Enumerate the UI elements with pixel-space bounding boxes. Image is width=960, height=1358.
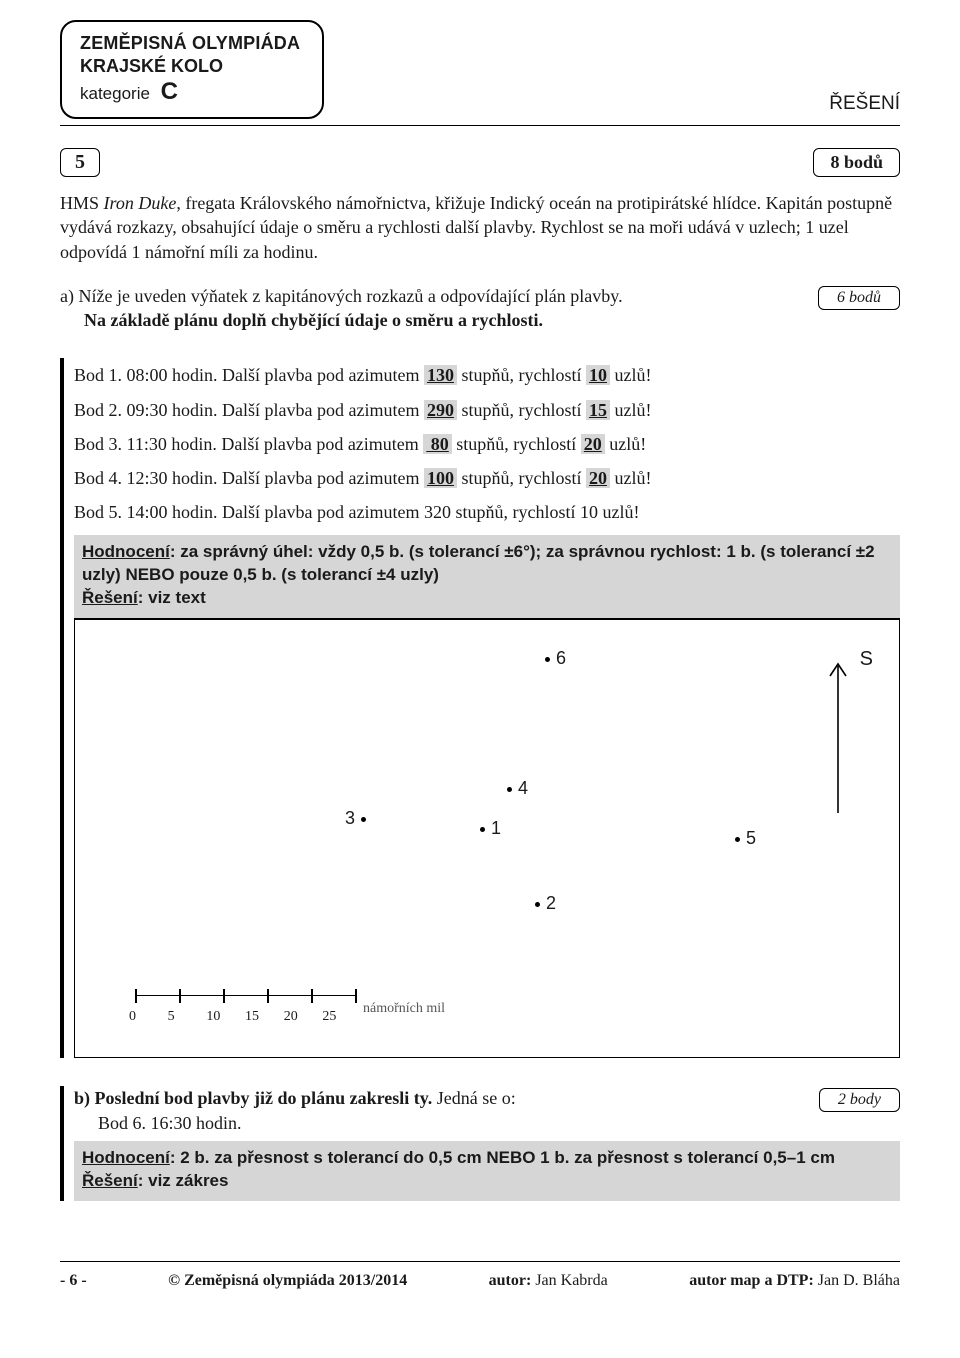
grading-text: : za správný úhel: vždy 0,5 b. (s tolera… <box>82 542 875 584</box>
part-b-block: b) Poslední bod plavby již do plánu zakr… <box>60 1086 900 1200</box>
answer-azimuth: 130 <box>424 365 457 385</box>
part-a-line2: Na základě plánu doplň chybějící údaje o… <box>60 310 543 330</box>
part-b-text: b) Poslední bod plavby již do plánu zakr… <box>74 1086 516 1135</box>
category-label: kategorie <box>80 84 150 103</box>
grading-label: Hodnocení <box>82 542 170 561</box>
grading-b-label: Hodnocení <box>82 1148 170 1167</box>
grading-a: Hodnocení: za správný úhel: vždy 0,5 b. … <box>74 535 900 618</box>
header-line1: ZEMĚPISNÁ OLYMPIÁDA <box>80 32 300 55</box>
point-dot-icon <box>735 837 740 842</box>
solution-b-label: Řešení <box>82 1171 138 1190</box>
footer-copyright: © Zeměpisná olympiáda 2013/2014 <box>168 1272 407 1290</box>
intro-rest: , fregata Královského námořnictva, křižu… <box>60 193 892 262</box>
answer-row: Bod 1. 08:00 hodin. Další plavba pod azi… <box>74 358 900 392</box>
north-label: S <box>860 648 873 671</box>
navigation-chart: 6 4 3 1 5 2 S 0 <box>74 618 900 1058</box>
grading-b: Hodnocení: 2 b. za přesnost s tolerancí … <box>74 1141 900 1201</box>
page-number: - 6 - <box>60 1272 87 1290</box>
category-letter: C <box>161 78 179 105</box>
page: ZEMĚPISNÁ OLYMPIÁDA KRAJSKÉ KOLO kategor… <box>0 0 960 1320</box>
answer-row: Bod 4. 12:30 hodin. Další plavba pod azi… <box>74 461 900 495</box>
scale-unit: námořních mil <box>363 1001 445 1017</box>
part-a-points: 6 bodů <box>818 286 900 310</box>
solution-label: Řešení <box>82 588 138 607</box>
footer-maps: autor map a DTP: Jan D. Bláha <box>689 1272 900 1290</box>
chart-point-5: 5 <box>735 828 756 849</box>
answers-block: Bod 1. 08:00 hodin. Další plavba pod azi… <box>60 358 900 1058</box>
point-dot-icon <box>361 817 366 822</box>
grading-b-text: : 2 b. za přesnost s tolerancí do 0,5 cm… <box>170 1148 835 1167</box>
point-dot-icon <box>535 902 540 907</box>
answer-azimuth: 290 <box>424 400 457 420</box>
answers-list: Bod 1. 08:00 hodin. Další plavba pod azi… <box>74 358 900 529</box>
answer-row: Bod 3. 11:30 hodin. Další plavba pod azi… <box>74 427 900 461</box>
chart-point-1: 1 <box>480 818 501 839</box>
total-points: 8 bodů <box>813 148 900 177</box>
scale-labels: 0 5 10 15 20 25 <box>129 1009 361 1025</box>
page-header: ZEMĚPISNÁ OLYMPIÁDA KRAJSKÉ KOLO kategor… <box>60 20 900 126</box>
solution-b-text: : viz zákres <box>138 1171 229 1190</box>
ship-name: Iron Duke <box>104 193 177 213</box>
scale-bar: 0 5 10 15 20 25 námořních mil <box>135 995 361 1025</box>
part-b-bold: b) Poslední bod plavby již do plánu zakr… <box>74 1088 432 1108</box>
north-arrow-icon <box>827 658 849 818</box>
point-dot-icon <box>545 657 550 662</box>
part-a-line1: a) Níže je uveden výňatek z kapitánových… <box>60 286 623 306</box>
header-badge: ZEMĚPISNÁ OLYMPIÁDA KRAJSKÉ KOLO kategor… <box>60 20 324 119</box>
part-a-text: a) Níže je uveden výňatek z kapitánových… <box>60 284 623 333</box>
header-line2: KRAJSKÉ KOLO <box>80 55 300 78</box>
header-right: ŘEŠENÍ <box>829 93 900 119</box>
answer-row: Bod 2. 09:30 hodin. Další plavba pod azi… <box>74 393 900 427</box>
scale-line <box>135 995 355 1009</box>
point-dot-icon <box>480 827 485 832</box>
chart-point-2: 2 <box>535 893 556 914</box>
chart-point-4: 4 <box>507 778 528 799</box>
part-b-line2: Bod 6. 16:30 hodin. <box>74 1113 242 1133</box>
intro-prefix: HMS <box>60 193 104 213</box>
answer-azimuth: 80 <box>423 434 452 454</box>
page-footer: - 6 - © Zeměpisná olympiáda 2013/2014 au… <box>60 1261 900 1290</box>
part-a-row: a) Níže je uveden výňatek z kapitánových… <box>60 284 900 333</box>
header-line3: kategorie C <box>80 77 300 107</box>
intro-text: HMS Iron Duke, fregata Královského námoř… <box>60 191 900 264</box>
answer-speed: 15 <box>586 400 610 420</box>
question-row: 5 8 bodů <box>60 148 900 177</box>
part-b-rest: Jedná se o: <box>432 1088 515 1108</box>
answer-speed: 10 <box>586 365 610 385</box>
chart-point-6: 6 <box>545 648 566 669</box>
point-dot-icon <box>507 787 512 792</box>
answer-speed: 20 <box>586 468 610 488</box>
chart-point-3: 3 <box>345 808 366 829</box>
answer-azimuth: 100 <box>424 468 457 488</box>
question-number: 5 <box>60 148 100 177</box>
part-b-row: b) Poslední bod plavby již do plánu zakr… <box>74 1086 900 1135</box>
solution-text: : viz text <box>138 588 206 607</box>
answer-speed: 20 <box>581 434 605 454</box>
footer-author: autor: Jan Kabrda <box>489 1272 608 1290</box>
part-b-points: 2 body <box>819 1088 900 1112</box>
answer-row-5: Bod 5. 14:00 hodin. Další plavba pod azi… <box>74 495 900 529</box>
